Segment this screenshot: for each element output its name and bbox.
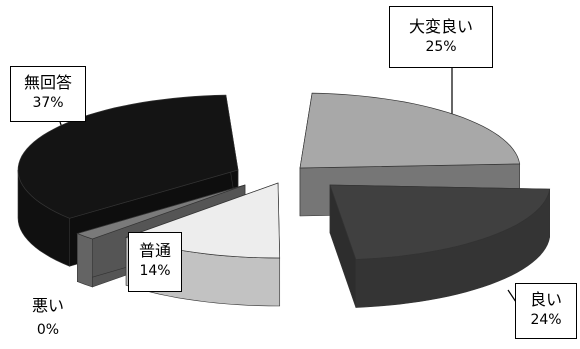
label-mukaitou-category: 無回答: [23, 73, 72, 92]
pie-slices: [17, 92, 551, 308]
label-warui-category: 悪い: [31, 296, 64, 315]
label-mukaitou: 無回答 37%: [10, 66, 86, 122]
label-mukaitou-value: 37%: [32, 95, 64, 111]
label-daihen-yoi-category: 大変良い: [408, 17, 473, 36]
label-futsuu: 普通 14%: [128, 232, 182, 292]
label-warui: 悪い 0%: [22, 296, 74, 340]
slice-yoi-top: [329, 184, 551, 260]
label-yoi: 良い 24%: [515, 283, 577, 339]
label-futsuu-category: 普通: [138, 241, 171, 260]
slice-daihen-yoi-top: [299, 92, 521, 169]
slice-warui-top: [76, 184, 246, 240]
slice-warui-outer-wall-0: [77, 233, 93, 288]
slice-mukaitou-top: [17, 94, 239, 219]
label-yoi-category: 良い: [529, 290, 562, 309]
label-yoi-value: 24%: [530, 312, 562, 328]
label-daihen-yoi: 大変良い 25%: [389, 6, 493, 68]
label-warui-value: 0%: [36, 322, 60, 338]
slice-yoi: [329, 184, 551, 308]
label-daihen-yoi-value: 25%: [425, 39, 457, 55]
label-futsuu-value: 14%: [139, 263, 171, 279]
